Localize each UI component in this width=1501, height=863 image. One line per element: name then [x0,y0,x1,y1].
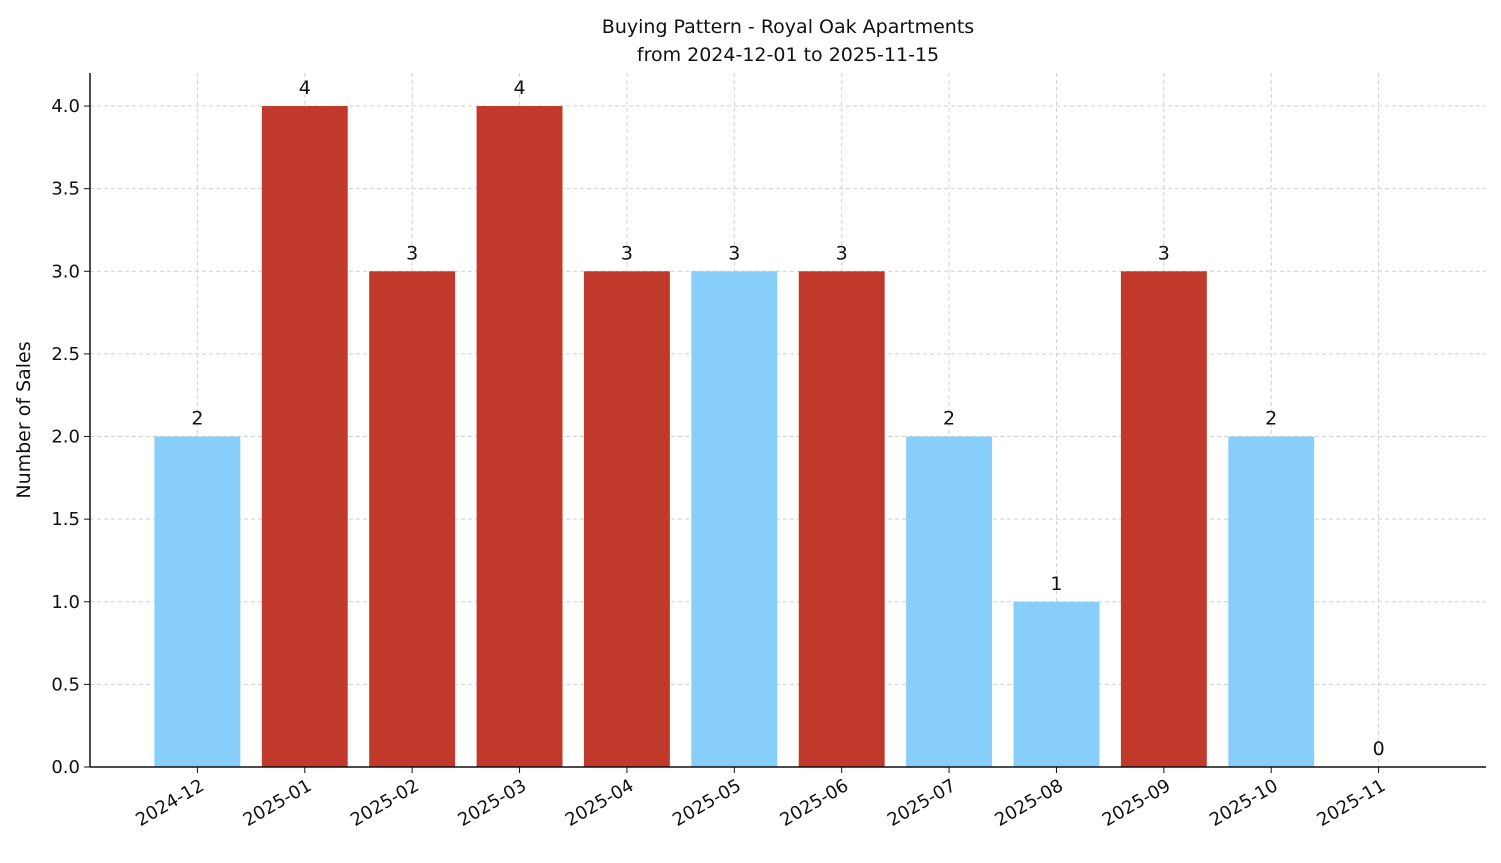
y-tick-label: 1.0 [51,592,80,613]
data-label: 2 [1265,408,1277,430]
y-tick-label: 0.5 [51,674,80,695]
y-axis-label: Number of Sales [13,341,35,498]
data-label: 2 [943,408,955,430]
x-tick-label: 2025-01 [240,775,316,831]
bar [154,436,241,767]
x-tick-label: 2025-08 [991,775,1067,831]
bar [1228,436,1315,767]
data-label: 4 [513,77,525,99]
y-tick-label: 3.0 [51,261,80,282]
x-tick-label: 2025-05 [669,775,745,831]
x-tick-label: 2024-12 [132,775,208,831]
x-tick-label: 2025-11 [1313,775,1389,831]
x-tick-label: 2025-10 [1206,775,1282,831]
data-label: 2 [191,408,203,430]
bar [906,436,993,767]
bar [1120,271,1207,767]
data-label: 3 [406,242,418,264]
bar [798,271,885,767]
y-tick-label: 3.5 [51,179,80,200]
x-tick-label: 2025-07 [884,775,960,831]
x-tick-label: 2025-06 [777,775,853,831]
data-label: 3 [621,242,633,264]
y-tick-label: 1.5 [51,509,80,530]
x-tick-label: 2025-02 [347,775,423,831]
data-label: 0 [1373,738,1385,760]
data-label: 3 [1158,242,1170,264]
x-tick-label: 2025-04 [562,775,638,831]
bar [476,106,563,768]
chart-subtitle: from 2024-12-01 to 2025-11-15 [637,44,939,66]
y-tick-label: 0.0 [51,757,80,778]
bar [583,271,670,767]
chart-title: Buying Pattern - Royal Oak Apartments [602,16,974,38]
y-tick-label: 2.5 [51,344,80,365]
bar [369,271,456,767]
bar [691,271,778,767]
y-tick-label: 4.0 [51,96,80,117]
bar [1013,601,1100,767]
y-tick-label: 2.0 [51,427,80,448]
data-label: 3 [728,242,740,264]
bar [261,106,348,768]
x-tick-label: 2025-09 [1099,775,1175,831]
data-label: 3 [836,242,848,264]
data-label: 1 [1050,573,1062,595]
data-label: 4 [299,77,311,99]
x-tick-label: 2025-03 [454,775,530,831]
